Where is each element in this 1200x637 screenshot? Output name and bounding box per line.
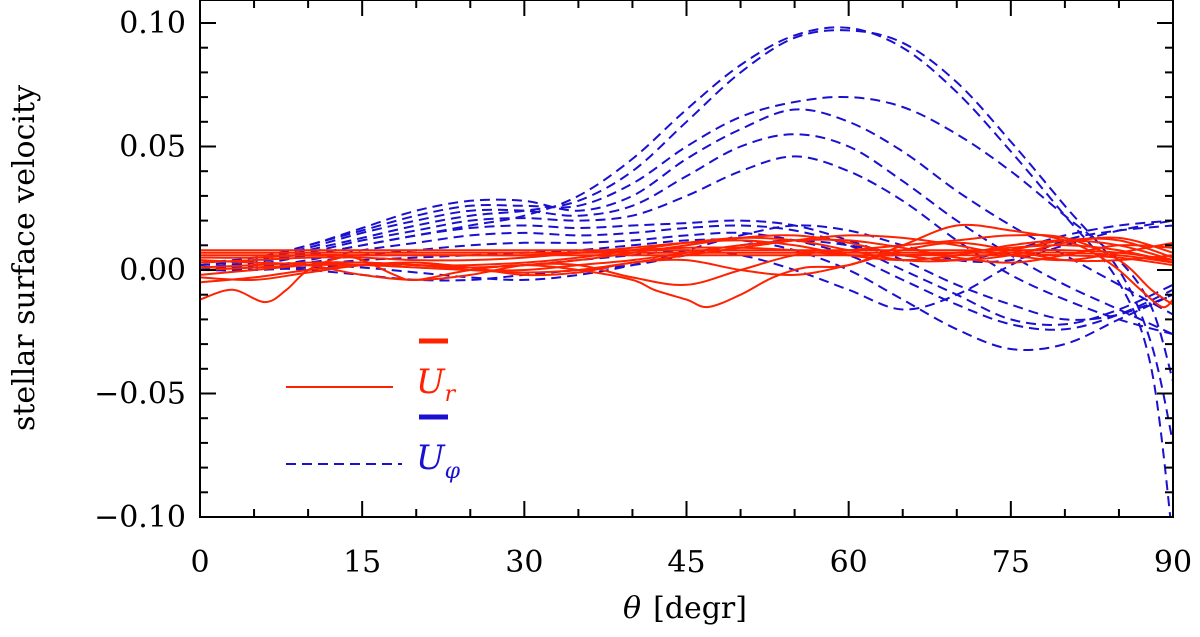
- series-line-uphi: [200, 219, 1173, 281]
- svg-text:Ur: Ur: [416, 362, 457, 407]
- series-line-uphi: [200, 108, 1173, 316]
- ticks-layer: 0 15 30 45 60 75 90 0.10 0.05 0.00 −0.05 −0.10: [94, 0, 1192, 580]
- legend-label-ur: U: [416, 362, 446, 402]
- legend-entry-uphi: Uφ: [286, 414, 461, 484]
- x-tick-label: 60: [830, 545, 868, 580]
- x-tick-label: 90: [1154, 545, 1192, 580]
- x-tick-label: 30: [505, 545, 543, 580]
- svg-text:Uφ: Uφ: [416, 438, 461, 484]
- y-tick-label: −0.05: [94, 377, 186, 412]
- x-axis-symbol: θ: [623, 591, 641, 626]
- plot-frame: [199, 0, 1174, 518]
- legend-label-uphi: U: [416, 438, 446, 478]
- y-tick-label: −0.10: [94, 500, 186, 535]
- y-tick-label: 0.00: [119, 253, 186, 288]
- series-layer: [200, 26, 1173, 517]
- legend-sub-ur: r: [445, 382, 457, 407]
- x-tick-label: 75: [992, 545, 1030, 580]
- y-tick-label: 0.10: [119, 6, 186, 41]
- legend-entry-ur: Ur: [286, 338, 457, 407]
- series-line-uphi: [200, 29, 1173, 444]
- x-tick-label: 45: [667, 545, 705, 580]
- series-line-ur: [200, 241, 1173, 282]
- svg-text:θ[degr]: θ [degr]: [623, 591, 747, 626]
- series-line-uphi: [200, 219, 1173, 321]
- legend-sub-uphi: φ: [445, 459, 461, 484]
- y-tick-label: 0.05: [119, 130, 186, 165]
- series-line-ur: [200, 223, 1173, 309]
- series-line-ur: [200, 233, 1173, 306]
- series-line-uphi: [200, 26, 1172, 517]
- series-line-uphi: [200, 95, 1173, 382]
- x-tick-label: 15: [343, 545, 381, 580]
- series-line-ur: [200, 244, 1173, 264]
- series-line-uphi: [200, 155, 1173, 336]
- legend: Ur Uφ: [286, 338, 461, 484]
- x-tick-label: 0: [190, 545, 209, 580]
- x-axis-title: θ [degr]: [623, 591, 747, 626]
- y-axis-title: stellar surface velocity: [7, 85, 42, 431]
- x-axis-unit: [degr]: [653, 591, 747, 626]
